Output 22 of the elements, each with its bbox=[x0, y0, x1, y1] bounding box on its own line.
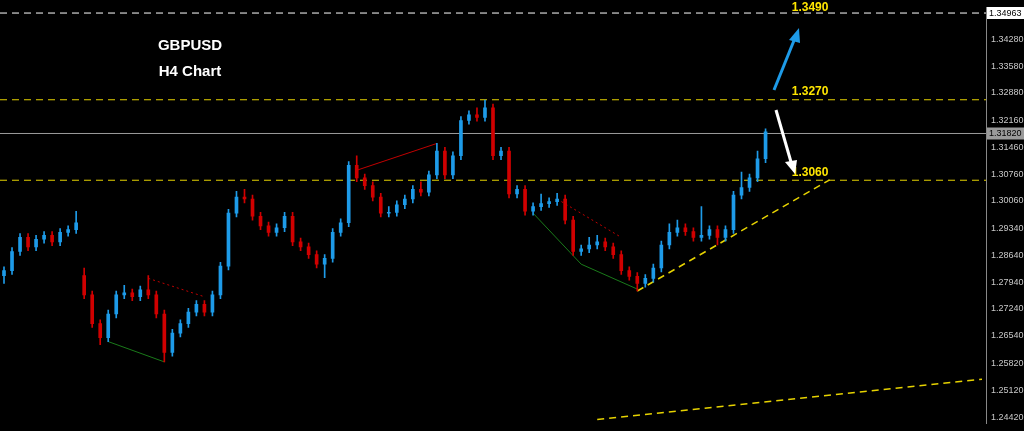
y-tick-label: 1.27940 bbox=[991, 276, 1024, 287]
annotation: 1.3060 bbox=[791, 164, 829, 179]
y-tick-label: 1.25120 bbox=[991, 384, 1024, 395]
annotation: 1.3270 bbox=[791, 84, 829, 99]
y-tick-label: 1.30760 bbox=[991, 168, 1024, 179]
y-tick-label: 1.33580 bbox=[991, 60, 1024, 71]
ref-line-label: 1.34963 bbox=[989, 7, 1022, 18]
y-tick-label: 1.24420 bbox=[991, 411, 1024, 422]
y-tick-label: 1.30060 bbox=[991, 195, 1024, 206]
y-tick-label: 1.32880 bbox=[991, 87, 1024, 98]
y-tick-label: 1.29340 bbox=[991, 223, 1024, 234]
y-tick-label: 1.31460 bbox=[991, 141, 1024, 152]
text: GBPUSD bbox=[156, 36, 224, 53]
y-tick-label: 1.32160 bbox=[991, 114, 1024, 125]
annotation: 1.3490 bbox=[791, 0, 829, 15]
ref-line-label: 1.31820 bbox=[989, 127, 1022, 138]
y-tick-label: 1.25820 bbox=[991, 357, 1024, 368]
y-tick-label: 1.34280 bbox=[991, 33, 1024, 44]
y-tick-label: 1.28640 bbox=[991, 249, 1024, 260]
text: H4 Chart bbox=[157, 62, 223, 79]
y-tick-label: 1.27240 bbox=[991, 303, 1024, 314]
y-tick-label: 1.26540 bbox=[991, 330, 1024, 341]
